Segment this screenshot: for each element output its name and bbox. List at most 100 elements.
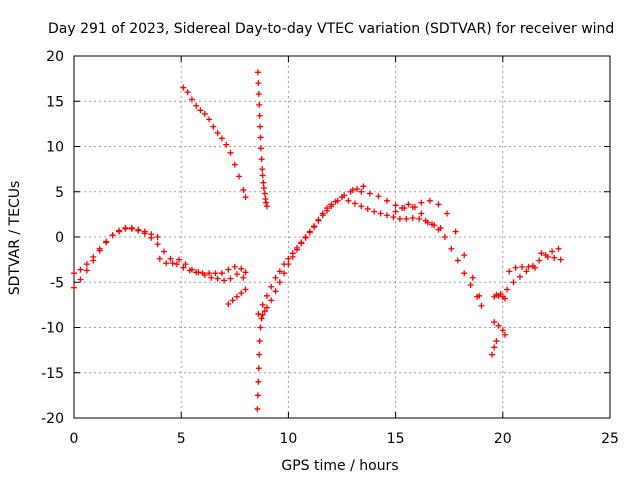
data-point — [478, 302, 485, 309]
data-point — [188, 96, 195, 103]
data-point — [256, 338, 263, 345]
series-arc-4 — [225, 286, 249, 307]
y-tick-label: -10 — [41, 321, 64, 337]
data-point — [276, 268, 283, 275]
data-point — [256, 101, 263, 108]
data-point — [193, 102, 200, 109]
data-point — [510, 279, 517, 286]
data-point — [281, 261, 288, 268]
data-point — [212, 270, 219, 277]
data-point — [358, 203, 365, 210]
data-point — [254, 392, 261, 399]
data-point — [206, 116, 213, 123]
data-point — [258, 315, 265, 322]
y-tick-label: -15 — [41, 366, 64, 382]
data-point — [538, 250, 545, 257]
series-arc-14 — [491, 319, 508, 338]
data-point — [302, 234, 309, 240]
series-arc-8 — [255, 183, 367, 317]
data-point — [454, 257, 461, 264]
data-point — [240, 274, 247, 281]
data-point — [403, 215, 410, 222]
data-point — [201, 110, 208, 117]
data-point — [506, 268, 513, 275]
data-point — [242, 286, 249, 293]
data-point — [263, 304, 270, 311]
data-point — [544, 253, 551, 260]
data-point — [197, 107, 204, 114]
data-point — [227, 275, 234, 282]
data-point — [259, 172, 266, 179]
data-point — [254, 69, 261, 76]
data-point — [323, 205, 330, 212]
data-point — [272, 288, 279, 295]
data-point — [242, 269, 249, 276]
data-point — [236, 173, 243, 180]
data-point — [255, 310, 262, 317]
data-point — [109, 232, 116, 239]
data-point — [551, 254, 558, 261]
data-point — [418, 210, 425, 217]
data-point — [156, 255, 163, 262]
data-point — [493, 338, 500, 345]
data-point — [263, 292, 270, 299]
series-arc-7 — [254, 198, 339, 412]
y-tick-label: 10 — [46, 140, 64, 156]
data-point — [392, 208, 399, 215]
data-point — [180, 264, 187, 271]
data-point — [259, 166, 266, 173]
data-point — [281, 270, 288, 277]
data-point — [495, 322, 502, 329]
data-point — [135, 226, 142, 233]
data-point — [289, 250, 296, 257]
data-point — [360, 183, 367, 190]
data-point — [214, 275, 221, 282]
data-point — [377, 210, 384, 217]
data-point — [306, 228, 313, 235]
data-point — [254, 405, 261, 412]
data-point — [122, 225, 129, 232]
data-point — [256, 351, 263, 358]
data-point — [223, 141, 230, 148]
data-point — [257, 324, 264, 331]
data-point — [452, 228, 459, 235]
data-point — [238, 290, 245, 297]
data-point — [311, 223, 318, 230]
data-point — [242, 194, 249, 201]
chart-title: Day 291 of 2023, Sidereal Day-to-day VTE… — [48, 21, 614, 37]
data-point — [256, 112, 263, 119]
data-point — [399, 205, 406, 212]
data-point — [285, 255, 292, 262]
data-point — [523, 268, 530, 275]
data-point — [103, 238, 110, 245]
data-point — [437, 224, 444, 231]
data-point — [206, 270, 213, 277]
data-point — [233, 293, 240, 300]
data-point — [298, 239, 305, 246]
data-point — [180, 84, 187, 91]
axis-ticks: 0 5 10 15 20 25 -20 -15 -10 -5 0 5 10 15 20 — [41, 49, 619, 447]
data-point — [227, 149, 234, 156]
data-point — [229, 297, 236, 304]
series-arc-2 — [71, 224, 161, 277]
x-tick-label: 15 — [387, 431, 405, 447]
series-arc-15 — [504, 245, 562, 293]
data-point — [392, 202, 399, 209]
data-point — [334, 197, 341, 204]
data-point — [531, 264, 538, 271]
data-point — [390, 214, 397, 221]
data-point — [161, 248, 168, 255]
y-axis-label: SDTVAR / TECUs — [7, 181, 23, 296]
data-point — [261, 190, 268, 197]
data-point — [231, 161, 238, 168]
data-point — [371, 208, 378, 215]
y-tick-label: -20 — [41, 411, 64, 427]
data-point — [345, 197, 352, 204]
data-point — [184, 89, 191, 96]
x-tick-label: 10 — [279, 431, 297, 447]
data-point — [96, 245, 103, 252]
data-point — [339, 194, 345, 201]
data-point — [259, 311, 266, 318]
data-point — [77, 266, 84, 273]
data-point — [418, 199, 425, 206]
